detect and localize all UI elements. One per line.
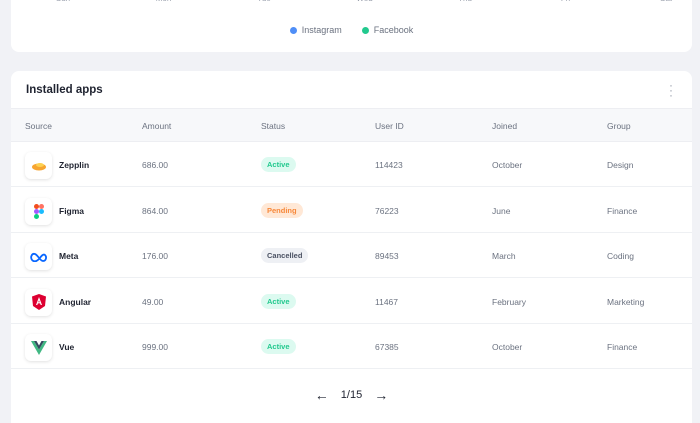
more-options-icon[interactable]: · · ·: [669, 78, 673, 102]
group: Marketing: [607, 296, 645, 307]
joined: March: [492, 251, 516, 261]
status-badge: Pending: [261, 202, 303, 218]
status-badge: Cancelled: [261, 248, 309, 263]
joined: October: [492, 342, 523, 352]
amount: 864.00: [142, 205, 168, 216]
table-header: Source Amount Status User ID Joined Group: [11, 108, 692, 142]
column-header[interactable]: Group: [607, 121, 631, 131]
amount: 176.00: [142, 251, 168, 261]
table-row[interactable]: Angular 49.00 Active 11467 February Mark…: [11, 279, 692, 324]
page-indicator: 1/15: [340, 389, 363, 401]
user-id: 76223: [375, 205, 399, 216]
source-name: Meta: [59, 251, 79, 261]
column-header[interactable]: Amount: [142, 121, 172, 131]
x-tick-label: Tue: [257, 0, 271, 3]
group: Finance: [607, 342, 638, 352]
legend-label: Instagram: [301, 25, 342, 35]
group: Design: [607, 160, 634, 170]
source-name: Figma: [59, 205, 85, 216]
meta-icon: [25, 243, 52, 270]
legend-dot: [289, 27, 297, 34]
column-header[interactable]: User ID: [375, 121, 404, 131]
source-name: Vue: [59, 342, 75, 352]
x-tick-label: Sun: [56, 0, 70, 3]
card-title: Installed apps: [26, 84, 103, 96]
column-header[interactable]: Status: [261, 121, 286, 131]
user-id: 11467: [375, 296, 399, 307]
joined: October: [492, 160, 523, 170]
amount: 999.00: [142, 342, 168, 352]
joined: February: [492, 296, 527, 307]
chart-legend: Instagram Facebook: [11, 25, 692, 35]
prev-page-button[interactable]: ←: [314, 387, 329, 403]
x-tick-label: Wed: [356, 0, 372, 3]
user-id: 114423: [375, 160, 403, 170]
user-id: 89453: [375, 251, 399, 261]
next-page-button[interactable]: →: [374, 387, 389, 403]
group: Finance: [607, 205, 638, 216]
x-tick-label: Mon: [156, 0, 172, 3]
legend-dot: [361, 27, 369, 34]
x-tick-label: Fri: [561, 0, 570, 3]
status-badge: Active: [261, 157, 296, 172]
installed-apps-card: Installed apps · · · Source Amount Status Use…: [11, 71, 692, 423]
joined: June: [492, 205, 511, 216]
x-tick-label: Thu: [458, 0, 472, 3]
table-row[interactable]: Figma 864.00 Pending 76223 June Finance: [11, 188, 692, 233]
column-header[interactable]: Source: [25, 121, 52, 131]
zeplin-icon: [25, 152, 52, 179]
source-name: Angular: [59, 296, 92, 307]
figma-icon: [25, 197, 52, 225]
legend-instagram[interactable]: Instagram: [289, 25, 342, 35]
legend-label: Facebook: [373, 25, 414, 35]
table-row[interactable]: Meta 176.00 Cancelled 89453 March Coding: [11, 233, 692, 278]
legend-facebook[interactable]: Facebook: [361, 25, 414, 35]
source-name: Zepplin: [59, 160, 90, 170]
chart-card: Sun Mon Tue Wed Thu Fri Sat Instagram Facebook: [11, 0, 692, 52]
table-row[interactable]: Zepplin 686.00 Active 114423 October Des…: [11, 142, 692, 187]
user-id: 67385: [375, 342, 399, 352]
amount: 49.00: [142, 296, 164, 307]
table-row[interactable]: Vue 999.00 Active 67385 October Finance: [11, 324, 692, 369]
x-axis: Sun Mon Tue Wed Thu Fri Sat: [11, 0, 692, 4]
status-badge: Active: [261, 339, 296, 354]
angular-icon: [25, 288, 52, 316]
amount: 686.00: [142, 160, 168, 170]
pagination: ← 1/15 →: [11, 387, 692, 403]
column-header[interactable]: Joined: [492, 121, 518, 131]
x-tick-label: Sat: [660, 0, 672, 3]
status-badge: Active: [261, 293, 296, 309]
vue-icon: [25, 334, 52, 361]
group: Coding: [607, 251, 634, 261]
